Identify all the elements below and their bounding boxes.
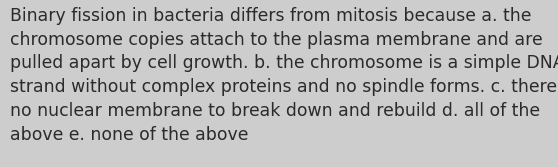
- Text: Binary fission in bacteria differs from mitosis because a. the
chromosome copies: Binary fission in bacteria differs from …: [10, 7, 558, 144]
